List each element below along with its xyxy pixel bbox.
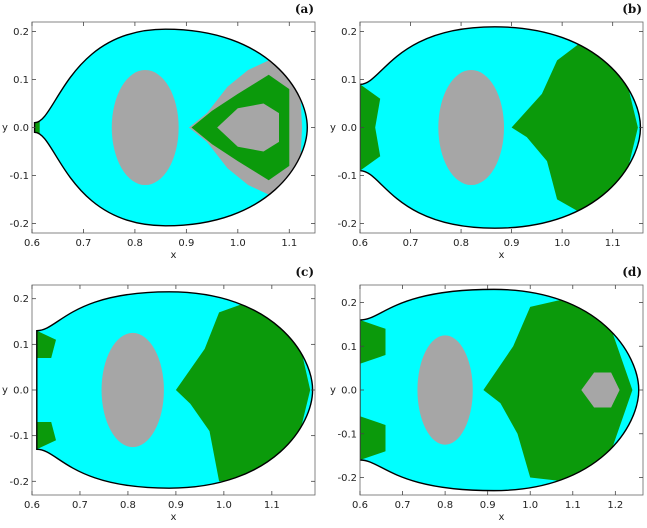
x-tick-label: 0.6 [24,238,40,249]
x-tick-label: 0.8 [453,238,469,249]
green-region [34,120,40,135]
green-region [36,330,56,358]
y-tick-label: -0.1 [337,171,357,182]
y-axis-label: y [2,123,8,134]
y-tick-label: 0.2 [13,294,29,305]
x-tick-label: 1.1 [264,500,280,511]
x-tick-label: 0.8 [437,500,453,511]
x-tick-label: 1.2 [607,500,623,511]
x-tick-label: 1.0 [522,500,538,511]
x-tick-label: 0.9 [504,238,520,249]
y-tick-label: -0.1 [9,431,29,442]
x-tick-label: 0.6 [24,500,40,511]
boundary-curve [33,28,308,227]
x-tick-label: 0.6 [352,238,368,249]
x-tick-label: 0.9 [168,500,184,511]
y-axis-label: y [330,123,336,134]
x-tick-label: 0.7 [403,238,419,249]
y-tick-label: -0.1 [337,429,357,440]
y-tick-label: 0.0 [13,123,29,134]
plot-area [33,28,308,227]
gray-ellipse [438,69,505,186]
gray-inner-region [581,372,620,408]
panel-2: 0.6 0.7 0.8 0.9 1.0 1.1 -0.2 -0.1 0.0 0.1 0.2 x y (b) [330,2,644,261]
panel-label: (b) [622,2,642,16]
x-tick-label: 0.7 [76,238,92,249]
y-tick-label: 0.1 [341,342,357,353]
green-region [360,416,386,460]
x-tick-label: 1.1 [605,238,621,249]
y-tick-label: -0.2 [9,219,29,230]
plot-area [360,26,642,229]
y-tick-label: 0.2 [341,298,357,309]
green-region [175,298,311,482]
green-region [360,320,386,364]
panel-1: 0.6 0.7 0.8 0.9 1.0 1.1 -0.2 -0.1 0.0 0.1 0.2 x y (a) [2,2,316,261]
y-tick-label: -0.1 [9,171,29,182]
x-tick-label: 1.0 [554,238,570,249]
boundary-curve [360,288,640,492]
x-tick-label: 1.0 [216,500,232,511]
y-tick-label: 0.2 [13,27,29,38]
x-tick-label: 0.9 [480,500,496,511]
y-tick-label: 0.0 [341,123,357,134]
y-tick-label: 0.1 [13,75,29,86]
panel-label: (a) [295,2,314,16]
panel-label: (c) [295,265,314,279]
x-axis-label: x [171,250,177,261]
gray-ellipse [111,69,179,186]
gray-inner-region [217,103,279,152]
x-tick-label: 1.0 [230,238,246,249]
gray-ellipse [101,332,164,448]
gray-ellipse [417,335,473,445]
x-tick-label: 0.7 [72,500,88,511]
panel-label: (d) [622,265,642,279]
y-axis-label: y [330,385,336,396]
y-tick-label: 0.2 [341,27,357,38]
green-region [360,84,381,171]
x-tick-label: 1.1 [281,238,297,249]
y-tick-label: 0.1 [13,340,29,351]
x-tick-label: 1.1 [565,500,581,511]
y-tick-label: -0.2 [337,473,357,484]
green-region [511,41,638,214]
x-axis-label: x [171,512,177,523]
x-tick-label: 0.8 [127,238,143,249]
x-tick-label: 0.6 [352,500,368,511]
panel-3: 0.6 0.7 0.8 0.9 1.0 1.1 -0.2 -0.1 0.0 0.1 0.2 x y (c) [2,265,316,523]
x-axis-label: x [499,250,505,261]
y-tick-label: 0.0 [13,386,29,397]
y-tick-label: -0.2 [337,219,357,230]
green-region [36,422,56,450]
y-tick-label: 0.1 [341,75,357,86]
panel-4: 0.6 0.7 0.8 0.9 1.0 1.1 1.2 -0.2 -0.1 0.0 0.1 0.2 x y… [330,265,644,523]
plot-area [36,291,314,489]
y-tick-label: -0.2 [9,477,29,488]
y-tick-label: 0.0 [341,386,357,397]
x-axis-label: x [499,512,505,523]
x-tick-label: 0.9 [178,238,194,249]
plot-area [360,288,640,492]
green-region [483,298,633,482]
x-tick-label: 0.8 [120,500,136,511]
x-tick-label: 0.7 [395,500,411,511]
y-axis-label: y [2,385,8,396]
